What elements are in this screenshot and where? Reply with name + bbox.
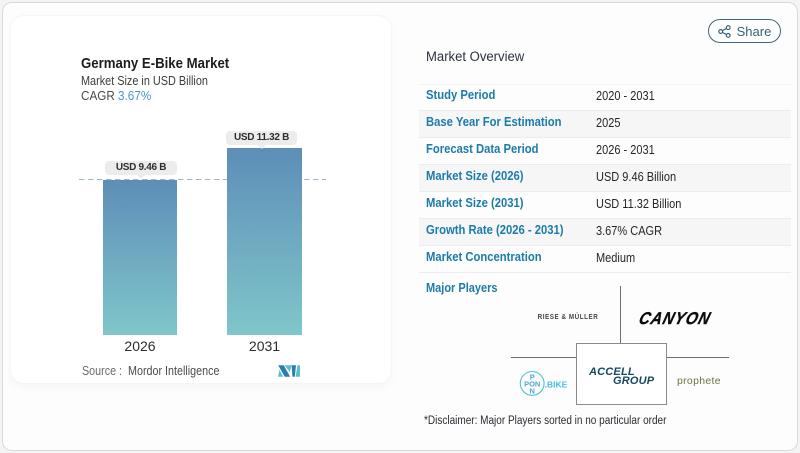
svg-text:N: N	[529, 387, 534, 396]
svg-text:P: P	[530, 373, 535, 382]
svg-text:PON: PON	[524, 380, 540, 389]
svg-text:.BIKE: .BIKE	[545, 379, 568, 389]
